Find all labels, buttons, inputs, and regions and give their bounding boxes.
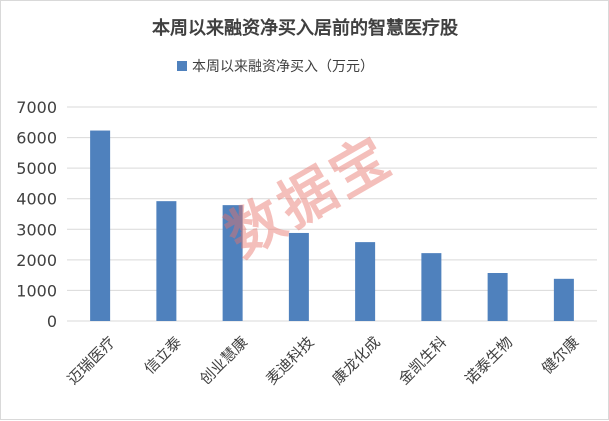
bar [90, 130, 111, 321]
gridlines [67, 106, 597, 322]
bars [90, 130, 574, 321]
bar [222, 205, 243, 321]
bar [553, 278, 574, 321]
bar [156, 201, 177, 321]
y-tick-label: 3000 [16, 220, 57, 239]
x-category-label: 信立泰 [141, 333, 186, 378]
watermark: 数据宝 [216, 124, 404, 270]
legend: 本周以来融资净买入（万元） [177, 59, 374, 75]
y-tick-label: 6000 [16, 129, 57, 148]
x-category-label: 麦迪科技 [262, 333, 317, 388]
x-category-label: 金凯生科 [395, 333, 450, 388]
x-category-label: 创业慧康 [196, 333, 251, 388]
y-tick-label: 2000 [16, 251, 57, 270]
y-tick-label: 1000 [16, 281, 57, 300]
x-axis-categories: 迈瑞医疗 信立泰 创业慧康 麦迪科技 康龙化成 金凯生科 诺泰生物 健尔康 [64, 333, 583, 388]
bar [421, 253, 442, 321]
bar [487, 273, 508, 321]
y-tick-label: 5000 [16, 159, 57, 178]
bar [355, 242, 376, 321]
x-category-label: 康龙化成 [329, 333, 384, 388]
legend-label: 本周以来融资净买入（万元） [192, 59, 374, 75]
x-category-label: 健尔康 [538, 333, 583, 378]
y-tick-label: 7000 [16, 98, 57, 117]
y-tick-label: 0 [47, 312, 57, 331]
x-category-label: 迈瑞医疗 [64, 333, 119, 388]
chart-title: 本周以来融资净买入居前的智慧医疗股 [152, 17, 459, 39]
x-category-label: 诺泰生物 [461, 333, 516, 388]
y-axis-ticks: 0 1000 2000 3000 4000 5000 6000 7000 [16, 98, 57, 331]
y-tick-label: 4000 [16, 190, 57, 209]
legend-swatch [177, 61, 187, 71]
bar [288, 232, 309, 321]
